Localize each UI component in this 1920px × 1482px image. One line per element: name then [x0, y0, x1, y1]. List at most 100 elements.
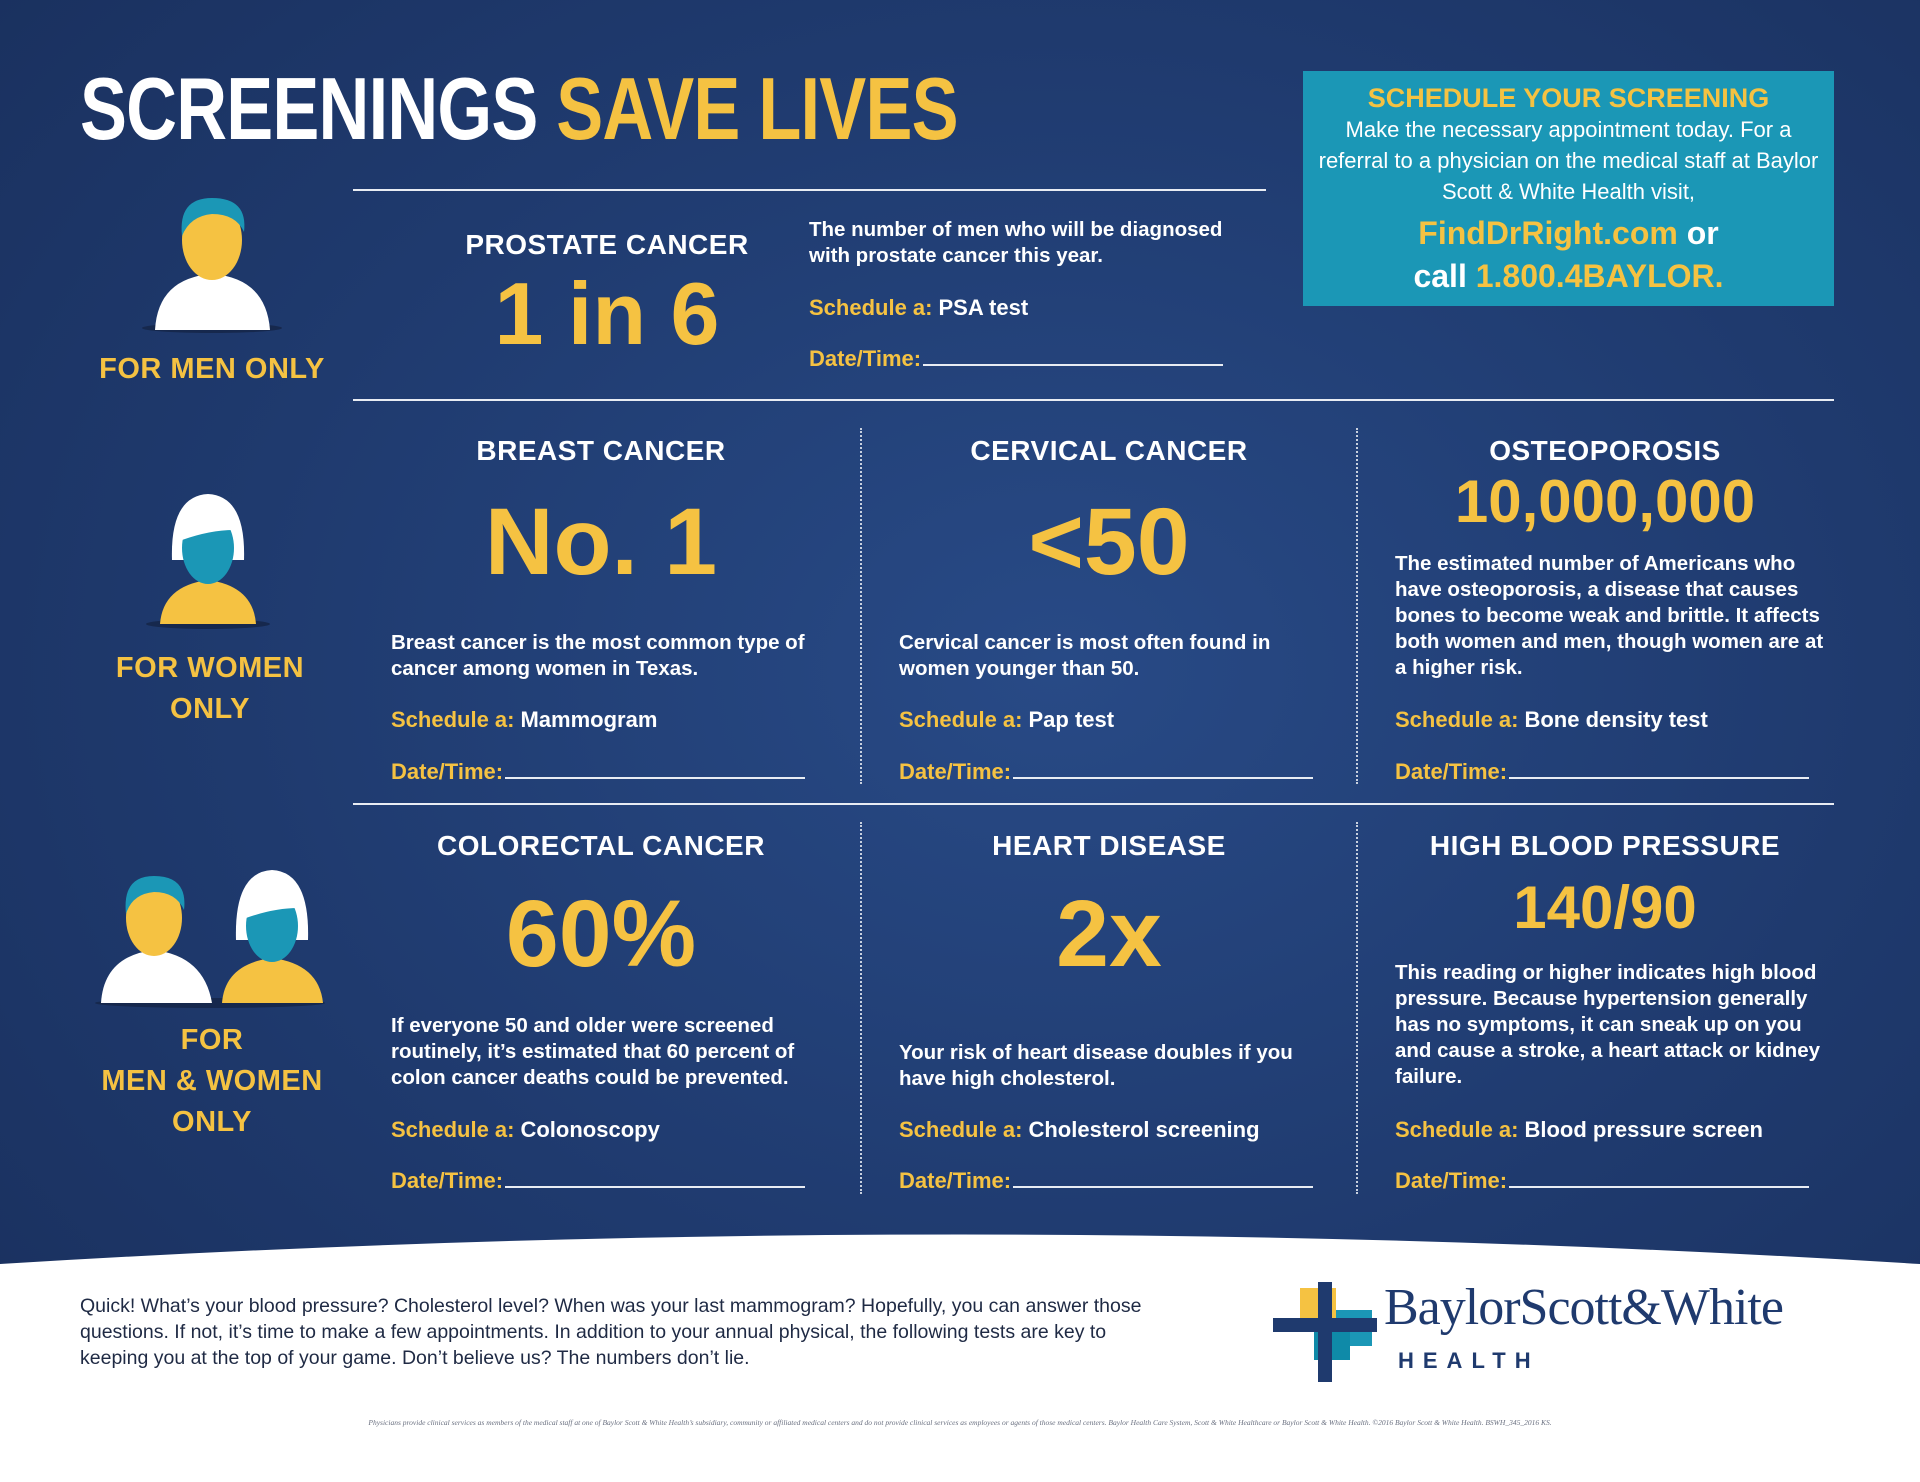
cta-call: call [1413, 258, 1467, 294]
card-schedule: Schedule a: Blood pressure screen [1395, 1117, 1763, 1143]
cta-link-line: FindDrRight.com or [1303, 215, 1834, 252]
date-line [1509, 1186, 1810, 1188]
woman-icon [160, 494, 256, 624]
schedule-label: Schedule a: [1395, 707, 1519, 732]
card-text: This reading or higher indicates high bl… [1395, 961, 1820, 1088]
date-label: Date/Time: [899, 1168, 1012, 1193]
test-name: Blood pressure screen [1524, 1117, 1763, 1142]
date-line [1509, 777, 1810, 779]
date-line [505, 777, 806, 779]
cta-call-line: call 1.800.4BAYLOR. [1303, 258, 1834, 295]
card-stat: 10,000,000 [1454, 468, 1756, 535]
card-stat: 60% [505, 881, 697, 987]
group-label: FOR MEN & WOMEN ONLY [62, 1020, 362, 1143]
screening-card: BREAST CANCER No. 1 Breast cancer is the m… [353, 428, 849, 808]
screening-card: HIGH BLOOD PRESSURE 140/90 This reading or… [1357, 820, 1853, 1200]
card-schedule: Schedule a: Cholesterol screening [899, 1117, 1260, 1143]
card-title: HEART DISEASE [992, 830, 1226, 861]
group-label: FOR WOMEN ONLY [60, 648, 360, 730]
card-stat: 2x [1056, 881, 1162, 987]
group-line: ONLY [172, 1106, 252, 1138]
test-name: Pap test [1028, 707, 1115, 732]
screening-card: COLORECTAL CANCER 60% If everyone 50 and o… [353, 820, 849, 1200]
card-text: If everyone 50 and older were screened r… [391, 1014, 795, 1089]
schedule-label: Schedule a: [391, 707, 515, 732]
logo-mark [1273, 1282, 1377, 1382]
card-title: COLORECTAL CANCER [437, 830, 765, 861]
card-stat: No. 1 [484, 489, 718, 595]
intro: Quick! What’s your blood pressure? Chole… [80, 1295, 1142, 1369]
schedule-label: Schedule a: [1395, 1117, 1519, 1142]
card-schedule: Schedule a: PSA test [809, 295, 1028, 321]
date-label: Date/Time: [809, 346, 922, 371]
cta-body: Make the necessary appointment today. Fo… [1318, 117, 1819, 204]
group-label: FOR MEN ONLY [62, 349, 362, 390]
screening-card: OSTEOPOROSIS 10,000,000 The estimated numb… [1357, 428, 1853, 808]
man-icon [155, 198, 270, 330]
card-schedule: Schedule a: Bone density test [1395, 707, 1708, 733]
card-text: Cervical cancer is most often found in w… [899, 631, 1271, 680]
cta-box: SCHEDULE YOUR SCREENING Make the necessa… [1303, 71, 1834, 306]
card-date: Date/Time: [899, 759, 1314, 785]
card-date: Date/Time: [899, 1168, 1314, 1194]
title-white: SCREENINGS [80, 59, 538, 158]
card-title: CERVICAL CANCER [970, 435, 1248, 466]
cta-phone[interactable]: 1.800.4BAYLOR. [1475, 258, 1724, 294]
title: SCREENINGS SAVE LIVES [80, 58, 959, 160]
card-date: Date/Time: [1395, 1168, 1810, 1194]
title-gold: SAVE LIVES [556, 59, 958, 158]
group-line: FOR WOMEN [115, 652, 305, 684]
screening-card: HEART DISEASE 2x Your risk of heart diseas… [861, 820, 1357, 1200]
schedule-label: Schedule a: [899, 1117, 1023, 1142]
card-schedule: Schedule a: Colonoscopy [391, 1117, 660, 1143]
date-line [1013, 1186, 1314, 1188]
card-text: The number of men who will be diagnosed … [809, 218, 1223, 267]
card-title: PROSTATE CANCER [465, 229, 749, 260]
test-name: Colonoscopy [520, 1117, 660, 1142]
test-name: Bone density test [1524, 707, 1708, 732]
footer-bg [0, 1234, 1920, 1482]
card-stat: <50 [1028, 489, 1190, 595]
divider [353, 803, 1834, 805]
divider [353, 399, 1834, 401]
card-date: Date/Time: [391, 1168, 806, 1194]
card-date: Date/Time: [809, 346, 1224, 372]
test-name: PSA test [938, 295, 1029, 320]
schedule-label: Schedule a: [809, 295, 933, 320]
dotted-divider [860, 428, 862, 784]
date-label: Date/Time: [1395, 1168, 1508, 1193]
group-line: FOR [180, 1024, 244, 1056]
cta-or: or [1686, 215, 1719, 251]
schedule-label: Schedule a: [899, 707, 1023, 732]
date-line [505, 1186, 806, 1188]
card-title: HIGH BLOOD PRESSURE [1429, 830, 1781, 861]
test-name: Mammogram [520, 707, 658, 732]
dotted-divider [1356, 428, 1358, 784]
woman-icon [222, 870, 323, 1003]
date-label: Date/Time: [899, 759, 1012, 784]
group-line: ONLY [170, 693, 250, 725]
group-line: MEN & WOMEN [101, 1065, 323, 1097]
card-stat: 1 in 6 [494, 264, 720, 363]
logo-name: BaylorScott&White [1384, 1279, 1784, 1336]
cta-heading: SCHEDULE YOUR SCREENING [1367, 83, 1770, 113]
card-schedule: Schedule a: Pap test [899, 707, 1114, 733]
date-label: Date/Time: [391, 759, 504, 784]
date-line [1013, 777, 1314, 779]
group-line: FOR MEN ONLY [99, 353, 325, 385]
screening-card: CERVICAL CANCER <50 Cervical cancer is mos… [861, 428, 1357, 808]
dotted-divider [860, 822, 862, 1194]
card-title: BREAST CANCER [476, 435, 726, 466]
cta-link[interactable]: FindDrRight.com [1418, 215, 1678, 251]
card-schedule: Schedule a: Mammogram [391, 707, 657, 733]
card-text: Breast cancer is the most common type of… [391, 631, 805, 680]
man-icon [101, 876, 212, 1003]
card-date: Date/Time: [391, 759, 806, 785]
card-title: OSTEOPOROSIS [1489, 435, 1721, 466]
card-date: Date/Time: [1395, 759, 1810, 785]
card-text: The estimated number of Americans who ha… [1395, 552, 1824, 679]
schedule-label: Schedule a: [391, 1117, 515, 1142]
date-label: Date/Time: [1395, 759, 1508, 784]
